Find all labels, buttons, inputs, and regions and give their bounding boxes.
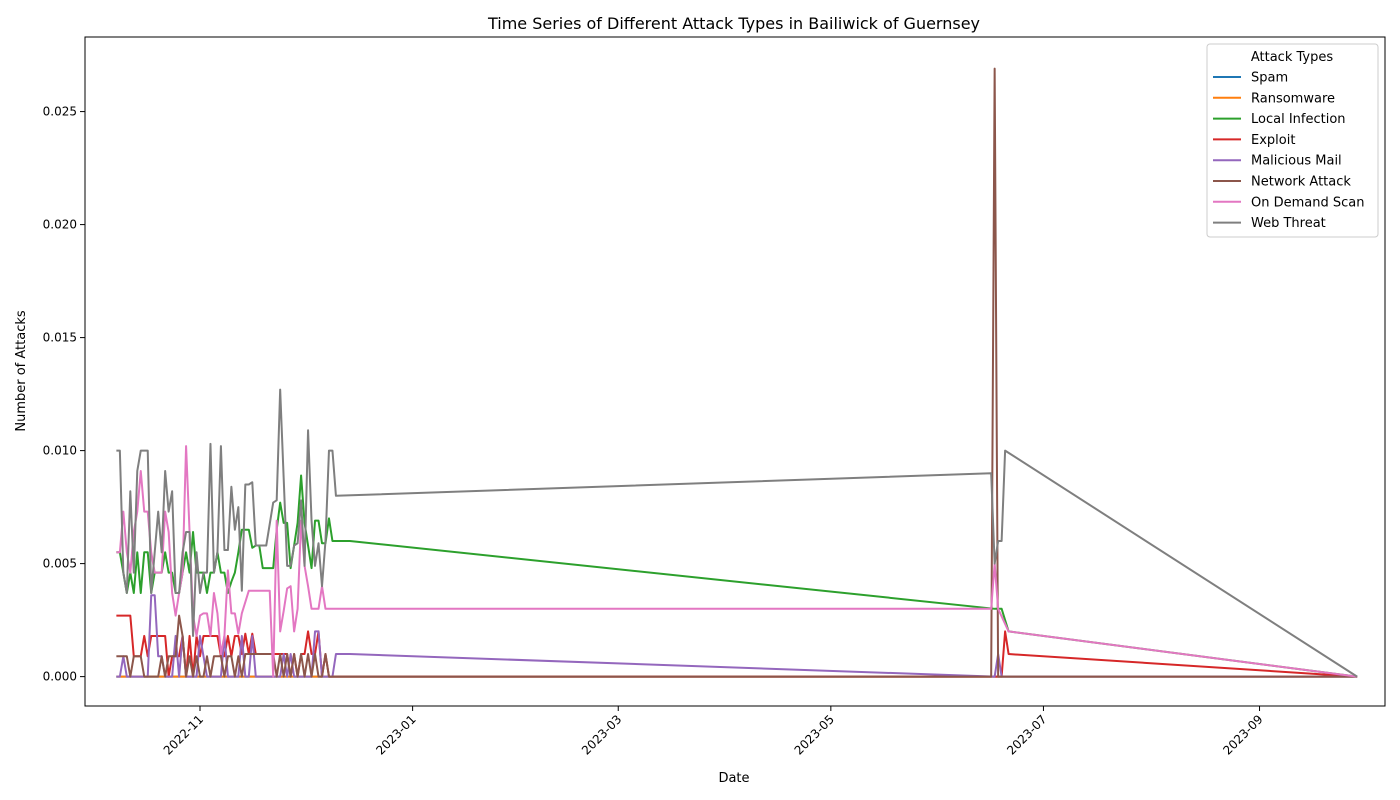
y-tick-label: 0.005	[43, 557, 77, 571]
legend-title: Attack Types	[1251, 50, 1333, 65]
plot-area	[116, 67, 1358, 678]
x-tick-label: 2023-03	[579, 712, 624, 757]
x-tick-label: 2023-07	[1004, 712, 1049, 757]
x-tick-label: 2023-01	[373, 712, 418, 757]
x-tick-label: 2023-09	[1220, 712, 1265, 757]
x-tick-label: 2022-11	[161, 712, 206, 757]
legend-label-network-attack: Network Attack	[1251, 175, 1351, 190]
y-tick-label: 0.025	[43, 105, 77, 119]
series-line-local-infection	[116, 474, 1358, 678]
chart-title: Time Series of Different Attack Types in…	[487, 14, 980, 33]
legend: Attack Types Spam Ransomware Local Infecti…	[1206, 43, 1379, 238]
series-line-network-attack	[116, 67, 1358, 678]
legend-label-on-demand-scan: On Demand Scan	[1251, 195, 1364, 210]
y-tick-label: 0.015	[43, 331, 77, 345]
legend-label-malicious-mail: Malicious Mail	[1251, 154, 1342, 169]
legend-label-ransomware: Ransomware	[1251, 91, 1335, 106]
legend-label-web-threat: Web Threat	[1251, 216, 1326, 231]
series-line-web-threat	[116, 388, 1358, 678]
y-tick-label: 0.010	[43, 444, 77, 458]
x-axis-label: Date	[718, 771, 749, 786]
y-tick-label: 0.000	[43, 670, 77, 684]
series-line-on-demand-scan	[116, 445, 1358, 678]
y-axis: 0.000 0.005 0.010 0.015 0.020 0.025	[43, 105, 85, 684]
plot-frame	[84, 36, 1386, 707]
series-line-malicious-mail	[116, 594, 1358, 678]
legend-label-local-infection: Local Infection	[1251, 112, 1346, 127]
legend-box	[1206, 43, 1379, 238]
y-axis-label: Number of Attacks	[14, 310, 29, 432]
legend-label-spam: Spam	[1251, 71, 1288, 86]
legend-label-exploit: Exploit	[1251, 133, 1295, 148]
x-axis: 2022-11 2023-01 2023-03 2023-05 2023-07 2023-…	[161, 706, 1266, 758]
x-tick-label: 2023-05	[792, 712, 837, 757]
y-tick-label: 0.020	[43, 218, 77, 232]
